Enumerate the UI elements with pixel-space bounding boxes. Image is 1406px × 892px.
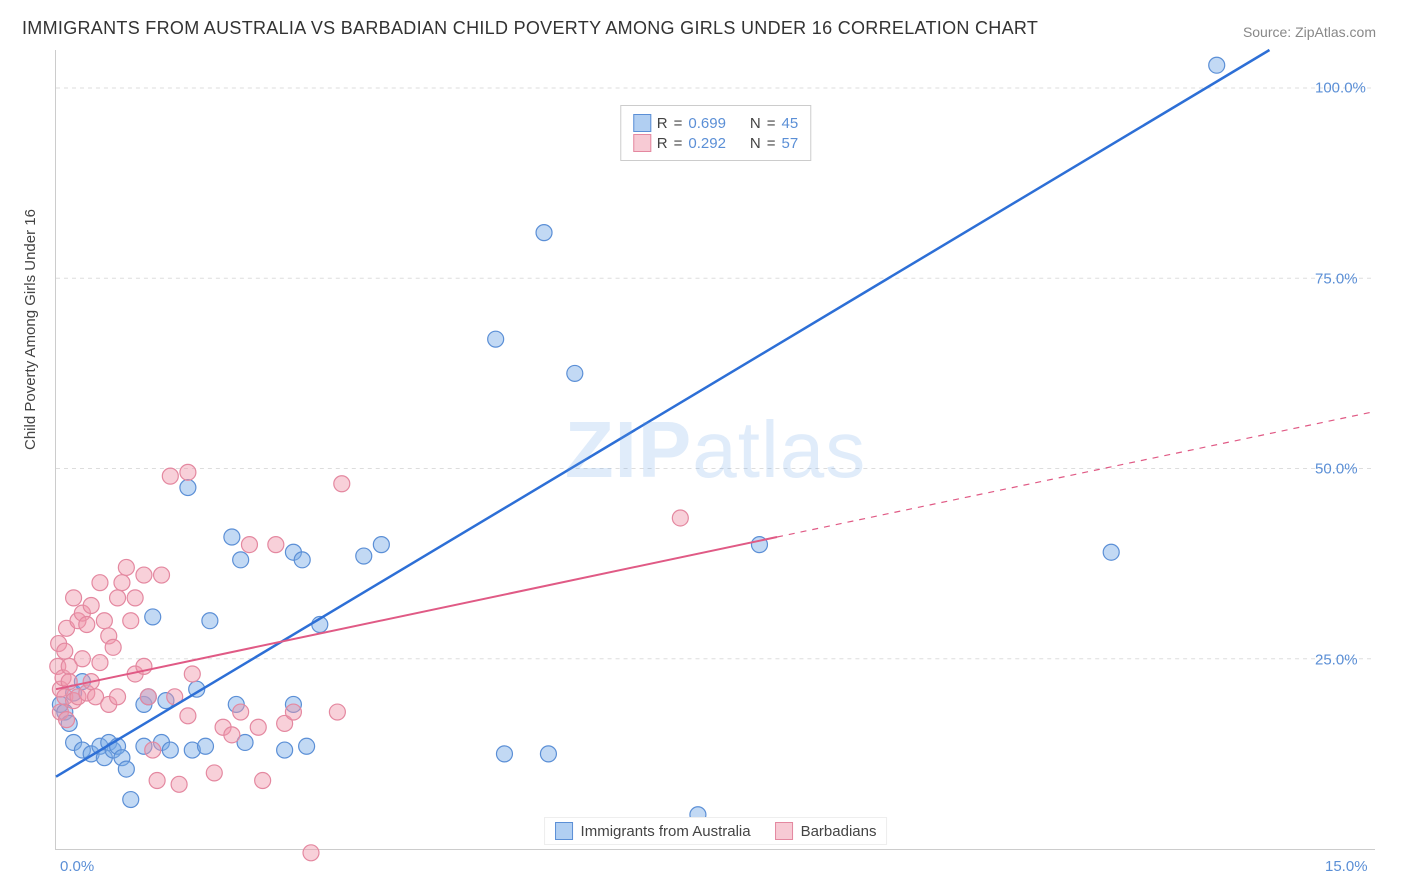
scatter-point bbox=[206, 765, 222, 781]
stat-R-blue: 0.699 bbox=[688, 115, 726, 132]
scatter-point bbox=[1209, 57, 1225, 73]
scatter-point bbox=[118, 559, 134, 575]
scatter-point bbox=[224, 529, 240, 545]
y-axis-label: Child Poverty Among Girls Under 16 bbox=[22, 209, 39, 450]
scatter-point bbox=[536, 225, 552, 241]
scatter-point bbox=[334, 476, 350, 492]
scatter-point bbox=[255, 773, 271, 789]
scatter-point bbox=[294, 552, 310, 568]
scatter-point bbox=[540, 746, 556, 762]
scatter-point bbox=[114, 575, 130, 591]
scatter-point bbox=[285, 704, 301, 720]
legend-swatch-pink-icon bbox=[775, 822, 793, 840]
scatter-point bbox=[373, 537, 389, 553]
scatter-point bbox=[496, 746, 512, 762]
swatch-pink-icon bbox=[633, 134, 651, 152]
scatter-point bbox=[180, 464, 196, 480]
x-tick-label: 15.0% bbox=[1325, 858, 1368, 875]
legend-label-blue: Immigrants from Australia bbox=[581, 823, 751, 840]
scatter-point bbox=[57, 643, 73, 659]
stat-N-label: N bbox=[750, 135, 761, 152]
stat-eq: = bbox=[674, 115, 683, 132]
scatter-point bbox=[66, 590, 82, 606]
y-tick-label: 100.0% bbox=[1315, 80, 1396, 97]
scatter-point bbox=[123, 613, 139, 629]
trend-line-extrapolated bbox=[777, 411, 1375, 537]
scatter-point bbox=[123, 792, 139, 808]
scatter-point bbox=[356, 548, 372, 564]
stat-eq: = bbox=[767, 115, 776, 132]
scatter-point bbox=[74, 651, 90, 667]
scatter-point bbox=[171, 776, 187, 792]
scatter-point bbox=[180, 708, 196, 724]
chart-svg bbox=[56, 50, 1375, 849]
legend-entry-pink: Barbadians bbox=[775, 822, 877, 840]
scatter-point bbox=[162, 468, 178, 484]
source-prefix: Source: bbox=[1243, 24, 1295, 40]
scatter-point bbox=[329, 704, 345, 720]
scatter-point bbox=[672, 510, 688, 526]
scatter-point bbox=[224, 727, 240, 743]
stat-R-label: R bbox=[657, 135, 668, 152]
chart-title: IMMIGRANTS FROM AUSTRALIA VS BARBADIAN C… bbox=[22, 18, 1038, 39]
scatter-point bbox=[268, 537, 284, 553]
y-tick-label: 50.0% bbox=[1315, 461, 1396, 478]
scatter-point bbox=[299, 738, 315, 754]
scatter-point bbox=[180, 480, 196, 496]
legend-entry-blue: Immigrants from Australia bbox=[555, 822, 751, 840]
scatter-point bbox=[79, 617, 95, 633]
bottom-legend: Immigrants from Australia Barbadians bbox=[544, 817, 888, 845]
swatch-blue-icon bbox=[633, 114, 651, 132]
scatter-point bbox=[250, 719, 266, 735]
scatter-point bbox=[277, 742, 293, 758]
scatter-point bbox=[233, 552, 249, 568]
scatter-point bbox=[92, 655, 108, 671]
plot-area: ZIPatlas R = 0.699 N = 45 R = 0.292 N = … bbox=[55, 50, 1375, 850]
stat-N-blue: 45 bbox=[782, 115, 799, 132]
stat-R-label: R bbox=[657, 115, 668, 132]
scatter-point bbox=[110, 689, 126, 705]
scatter-point bbox=[149, 773, 165, 789]
scatter-point bbox=[567, 365, 583, 381]
stat-row-pink: R = 0.292 N = 57 bbox=[633, 134, 798, 152]
scatter-point bbox=[197, 738, 213, 754]
scatter-point bbox=[105, 639, 121, 655]
x-tick-label: 0.0% bbox=[60, 858, 94, 875]
scatter-point bbox=[118, 761, 134, 777]
stat-N-pink: 57 bbox=[782, 135, 799, 152]
scatter-point bbox=[202, 613, 218, 629]
scatter-point bbox=[241, 537, 257, 553]
scatter-point bbox=[184, 666, 200, 682]
scatter-point bbox=[59, 712, 75, 728]
source-attribution: Source: ZipAtlas.com bbox=[1243, 24, 1376, 40]
scatter-point bbox=[488, 331, 504, 347]
scatter-point bbox=[303, 845, 319, 861]
legend-label-pink: Barbadians bbox=[801, 823, 877, 840]
stat-row-blue: R = 0.699 N = 45 bbox=[633, 114, 798, 132]
scatter-point bbox=[162, 742, 178, 758]
scatter-point bbox=[140, 689, 156, 705]
scatter-point bbox=[145, 742, 161, 758]
y-tick-label: 75.0% bbox=[1315, 270, 1396, 287]
scatter-point bbox=[1103, 544, 1119, 560]
stat-eq: = bbox=[767, 135, 776, 152]
scatter-point bbox=[136, 567, 152, 583]
scatter-point bbox=[83, 598, 99, 614]
scatter-point bbox=[96, 613, 112, 629]
stat-N-label: N bbox=[750, 115, 761, 132]
scatter-point bbox=[145, 609, 161, 625]
scatter-point bbox=[154, 567, 170, 583]
scatter-point bbox=[127, 590, 143, 606]
source-name: ZipAtlas.com bbox=[1295, 24, 1376, 40]
scatter-point bbox=[233, 704, 249, 720]
scatter-point bbox=[110, 590, 126, 606]
stat-R-pink: 0.292 bbox=[688, 135, 726, 152]
scatter-point bbox=[92, 575, 108, 591]
y-tick-label: 25.0% bbox=[1315, 651, 1396, 668]
stat-eq: = bbox=[674, 135, 683, 152]
legend-swatch-blue-icon bbox=[555, 822, 573, 840]
stats-panel: R = 0.699 N = 45 R = 0.292 N = 57 bbox=[620, 105, 811, 161]
